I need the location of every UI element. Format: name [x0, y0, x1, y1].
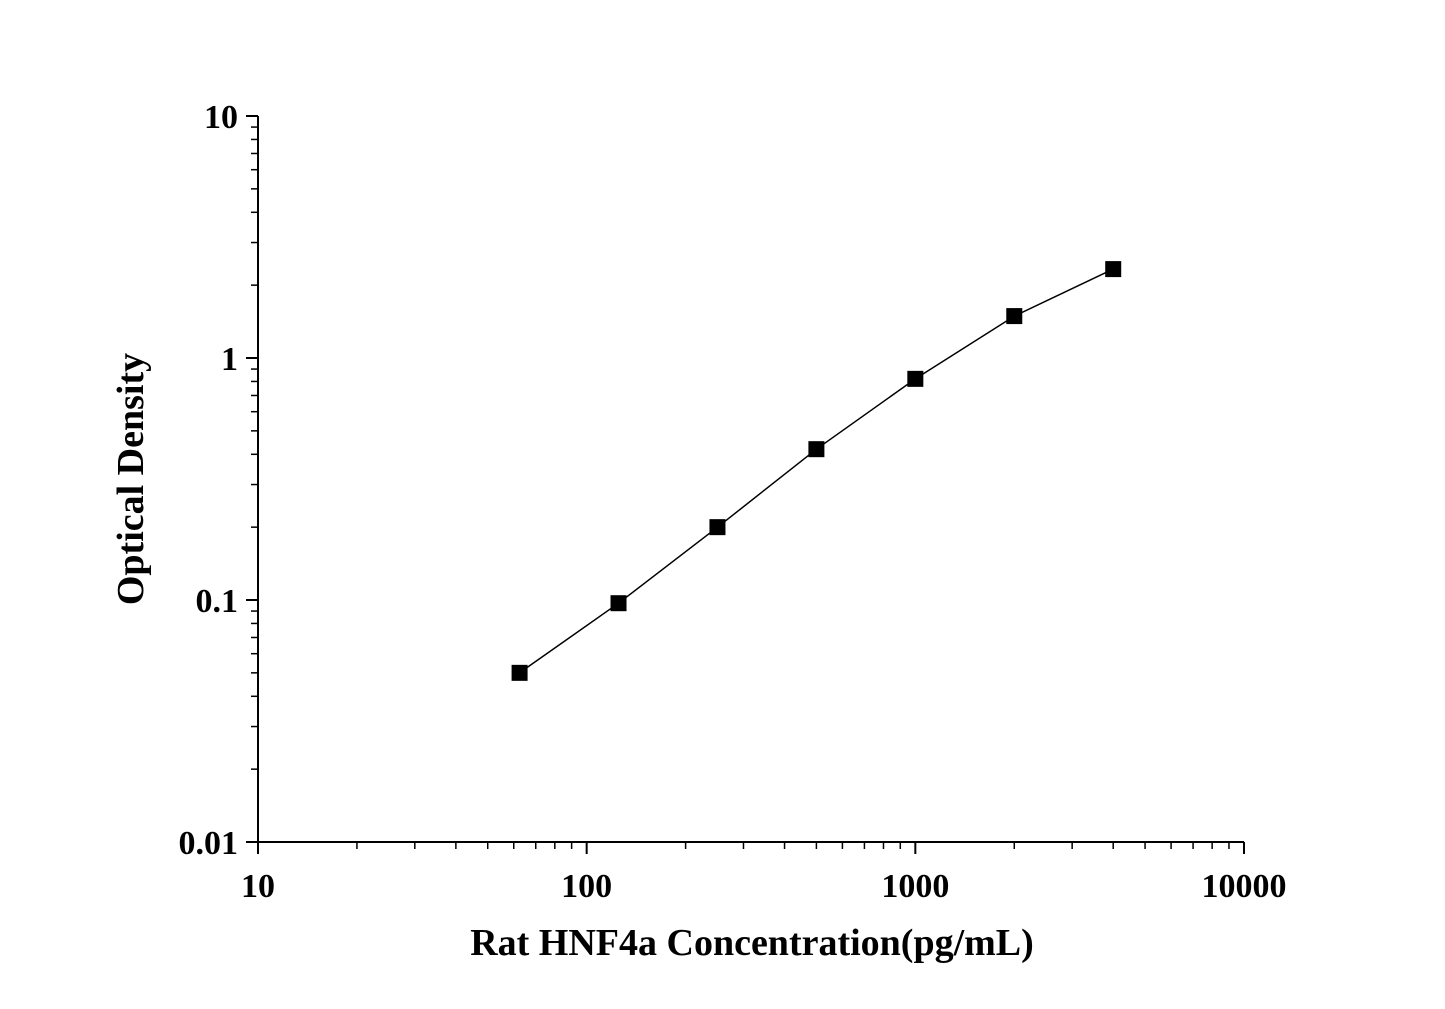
x-tick-label: 100 [561, 868, 612, 905]
y-tick-label: 10 [204, 99, 238, 136]
x-tick-label: 1000 [881, 868, 949, 905]
axes: 10 100 1000 10000 0.01 0.1 1 10 [179, 99, 1287, 905]
y-axis-title: Optical Density [110, 353, 152, 605]
x-tick-label: 10 [241, 868, 275, 905]
data-point [1105, 261, 1122, 278]
data-point [808, 441, 825, 458]
data-point [709, 519, 726, 536]
data-point [907, 370, 924, 387]
series-line [519, 268, 1114, 674]
y-tick-label: 0.1 [196, 583, 239, 620]
data-point [610, 595, 627, 612]
x-axis-title: Rat HNF4a Concentration(pg/mL) [470, 922, 1034, 964]
y-tick-label: 0.01 [179, 825, 239, 862]
data-point [511, 664, 528, 681]
data-point [1006, 308, 1023, 325]
x-tick-label: 10000 [1202, 868, 1287, 905]
series [511, 261, 1122, 681]
y-tick-label: 1 [221, 341, 238, 378]
